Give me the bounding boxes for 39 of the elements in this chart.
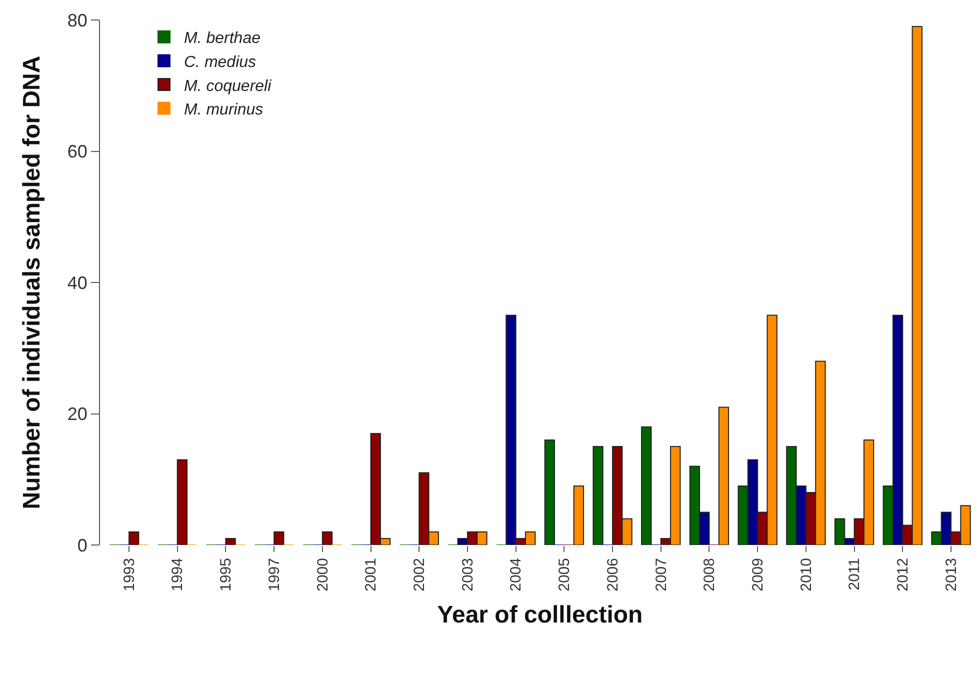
x-tick-label: 2010 bbox=[798, 558, 815, 592]
bar bbox=[274, 531, 284, 545]
x-tick-label: 2007 bbox=[652, 558, 670, 592]
x-tick-label: 2009 bbox=[749, 558, 766, 592]
x-tick-label: 2003 bbox=[459, 558, 476, 592]
x-tick-label: 2012 bbox=[894, 558, 912, 592]
bar bbox=[176, 459, 188, 545]
bar bbox=[128, 531, 140, 545]
x-tick-label: 2013 bbox=[942, 558, 960, 592]
bar bbox=[573, 485, 584, 545]
bar bbox=[544, 440, 556, 545]
legend-label: C. medius bbox=[184, 54, 256, 71]
x-tick-label: 2000 bbox=[314, 558, 332, 592]
x-tick-label: 2005 bbox=[556, 558, 574, 592]
y-tick-label: 80 bbox=[67, 10, 88, 30]
y-tick-label: 40 bbox=[67, 272, 88, 293]
x-tick-label: 2002 bbox=[410, 558, 428, 592]
legend-label: M. coquereli bbox=[184, 78, 272, 95]
x-tick-label: 1993 bbox=[120, 558, 138, 592]
bar bbox=[641, 426, 652, 545]
x-tick-label: 2011 bbox=[846, 558, 864, 590]
x-tick-label: 2004 bbox=[508, 558, 525, 592]
bar bbox=[225, 538, 236, 545]
x-tick-label: 2001 bbox=[362, 558, 380, 592]
legend-label: M. berthae bbox=[184, 30, 261, 48]
x-tick-label: 1994 bbox=[169, 558, 186, 592]
x-tick-label: 2006 bbox=[604, 558, 622, 592]
bar bbox=[322, 531, 333, 545]
x-tick-label: 1995 bbox=[218, 558, 235, 592]
y-axis-title: Number of individuals sampled for DNA bbox=[18, 56, 46, 510]
legend-label: M. murinus bbox=[184, 102, 264, 119]
y-tick-label: 60 bbox=[67, 142, 88, 162]
bar bbox=[718, 406, 730, 545]
x-tick-label: 1997 bbox=[266, 558, 283, 592]
x-axis-title: Year of colllection bbox=[437, 602, 643, 629]
y-tick-label: 0 bbox=[77, 535, 88, 556]
bar bbox=[592, 446, 604, 545]
y-tick-label: 20 bbox=[67, 404, 88, 424]
x-tick-label: 2008 bbox=[701, 558, 718, 592]
